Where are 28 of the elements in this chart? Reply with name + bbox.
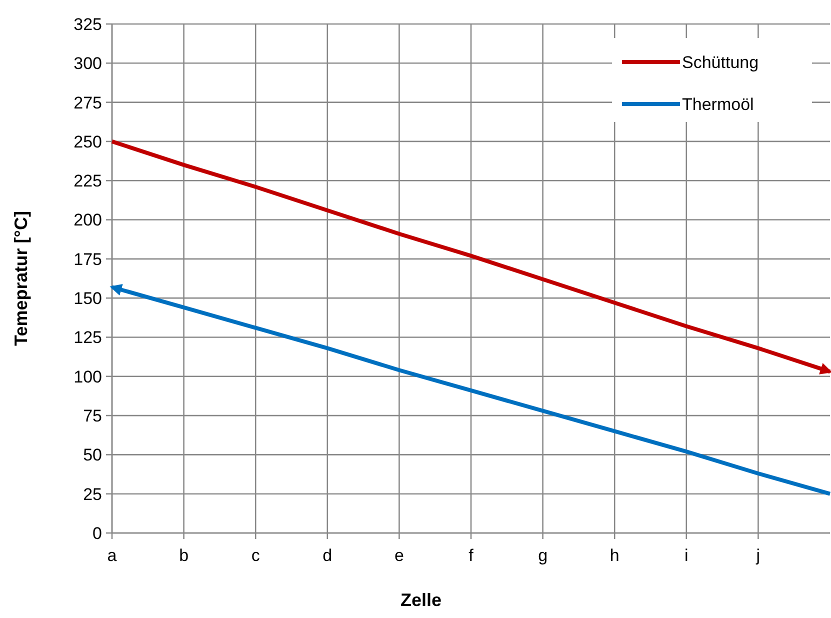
x-tick-label: a — [107, 546, 118, 565]
y-tick-label: 175 — [74, 250, 102, 269]
x-tick-label: h — [610, 546, 620, 565]
y-tick-label: 225 — [74, 172, 102, 191]
x-tick-label: j — [755, 546, 760, 565]
y-tick-label: 50 — [83, 446, 102, 465]
x-tick-label: f — [468, 546, 474, 565]
y-tick-label: 300 — [74, 54, 102, 74]
x-tick-label: g — [538, 546, 548, 565]
y-tick-label: 200 — [74, 210, 102, 230]
y-tick-label: 0 — [92, 524, 102, 543]
x-tick-label: c — [251, 546, 260, 565]
y-tick-label: 100 — [74, 367, 102, 386]
x-tick-label: d — [322, 546, 332, 565]
x-axis-title: Zelle — [400, 590, 442, 610]
x-tick-label: b — [179, 546, 189, 565]
y-tick-label: 25 — [83, 484, 102, 504]
y-axis-title: Temepratur [°C] — [11, 211, 31, 346]
y-tick-label: 325 — [74, 14, 102, 34]
y-tick-label: 125 — [74, 328, 102, 348]
legend-label: Schüttung — [682, 52, 759, 72]
x-tick-label: i — [684, 546, 688, 565]
y-tick-label: 275 — [74, 93, 102, 112]
legend-label: Thermoöl — [682, 94, 754, 114]
y-tick-label: 75 — [83, 406, 102, 426]
y-tick-label: 250 — [74, 132, 102, 152]
y-tick-label: 150 — [74, 289, 102, 308]
x-tick-label: e — [394, 546, 404, 565]
